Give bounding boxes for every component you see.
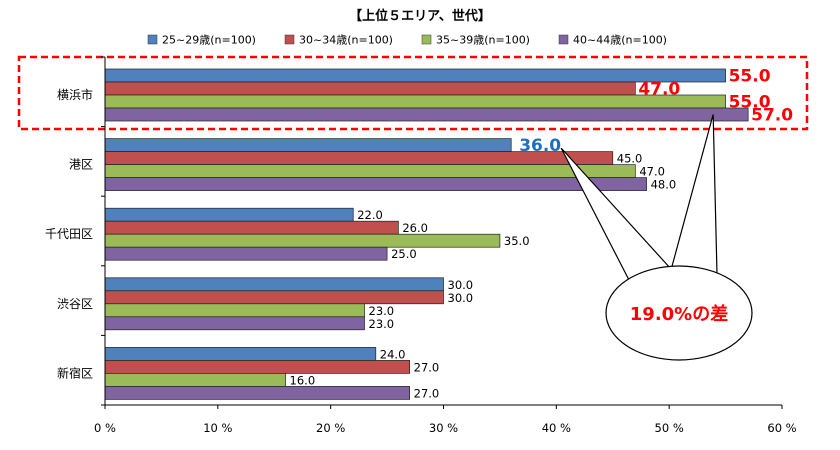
category-label-5: 新宿区 — [57, 365, 93, 380]
legend-label-2: 30~34歳(n=100) — [299, 34, 393, 47]
bar-3-1 — [104, 207, 354, 222]
value-label-4-3: 23.0 — [369, 304, 395, 318]
callout-text: 19.0%の差 — [630, 303, 728, 325]
x-tick-label-7: 60 % — [767, 421, 796, 435]
value-label-1-2: 47.0 — [638, 80, 680, 100]
value-label-5-3: 16.0 — [290, 373, 316, 387]
bar-3-2 — [104, 220, 399, 235]
x-tick-label-2: 10 % — [203, 421, 232, 435]
bar-3-4 — [104, 246, 388, 261]
bar-1-3 — [104, 94, 726, 109]
bar-2-3 — [104, 164, 636, 178]
value-label-2-1: 36.0 — [519, 136, 561, 156]
value-label-5-2: 27.0 — [414, 360, 440, 374]
bar-1-2 — [104, 81, 636, 96]
bar-5-3 — [104, 373, 286, 387]
legend-label-4: 40~44歳(n=100) — [573, 34, 667, 47]
legend: 25~29歳(n=100) 30~34歳(n=100) 35~39歳(n=100) 4… — [147, 34, 667, 47]
legend-swatch-3 — [421, 34, 432, 45]
category-label-2: 港区 — [69, 158, 93, 172]
bar-4-4 — [104, 316, 365, 331]
x-tick-label-5: 40 % — [542, 421, 571, 435]
callout: 19.0%の差 — [560, 114, 753, 361]
legend-swatch-2 — [284, 34, 295, 45]
x-tick-label-6: 50 % — [655, 421, 684, 435]
chart-title: 【上位５エリア、世代】 — [349, 8, 491, 24]
value-labels: 55.047.055.057.036.045.047.048.022.026.0… — [290, 67, 794, 401]
value-label-2-3: 47.0 — [639, 165, 665, 179]
category-label-1: 横浜市 — [57, 87, 93, 102]
x-tick-label-1: 0 % — [94, 421, 116, 435]
x-tick-label-3: 20 % — [316, 421, 345, 435]
callout-bubble — [605, 265, 753, 361]
category-label-3: 千代田区 — [45, 227, 93, 241]
x-tick-label-4: 30 % — [429, 421, 458, 435]
bar-4-1 — [104, 277, 444, 292]
bar-2-1 — [104, 138, 512, 152]
value-label-4-4: 23.0 — [369, 317, 395, 331]
value-label-3-4: 25.0 — [391, 247, 417, 261]
value-label-5-4: 27.0 — [414, 386, 440, 400]
highlight-box — [17, 55, 809, 131]
bar-3-3 — [104, 233, 501, 248]
value-label-3-1: 22.0 — [357, 208, 383, 222]
bar-1-4 — [104, 107, 749, 122]
bar-5-4 — [104, 386, 410, 400]
value-label-2-2: 45.0 — [617, 152, 643, 166]
bar-2-4 — [104, 177, 647, 191]
bar-5-2 — [104, 360, 410, 374]
x-axis: 0 % 10 % 20 % 30 % 40 % 50 % 60 % — [94, 56, 797, 435]
value-label-4-2: 30.0 — [448, 291, 474, 305]
bar-4-3 — [104, 303, 365, 318]
value-label-2-4: 48.0 — [651, 178, 677, 192]
callout-pointer-top — [670, 114, 718, 275]
value-label-4-1: 30.0 — [448, 278, 474, 292]
value-label-1-4: 57.0 — [751, 106, 793, 126]
value-label-5-1: 24.0 — [380, 347, 406, 361]
value-label-1-1: 55.0 — [729, 67, 771, 87]
legend-swatch-1 — [147, 34, 158, 45]
category-label-4: 渋谷区 — [57, 297, 93, 311]
highlight-layer — [17, 55, 809, 131]
legend-label-1: 25~29歳(n=100) — [162, 34, 256, 47]
bar-5-1 — [104, 347, 377, 361]
bar-1-1 — [104, 68, 726, 83]
legend-label-3: 35~39歳(n=100) — [436, 34, 530, 47]
bar-4-2 — [104, 290, 444, 305]
value-label-1-3: 55.0 — [729, 93, 771, 113]
legend-swatch-4 — [558, 34, 569, 45]
value-label-3-2: 26.0 — [402, 221, 428, 235]
bars — [104, 68, 749, 400]
value-label-3-3: 35.0 — [504, 234, 530, 248]
